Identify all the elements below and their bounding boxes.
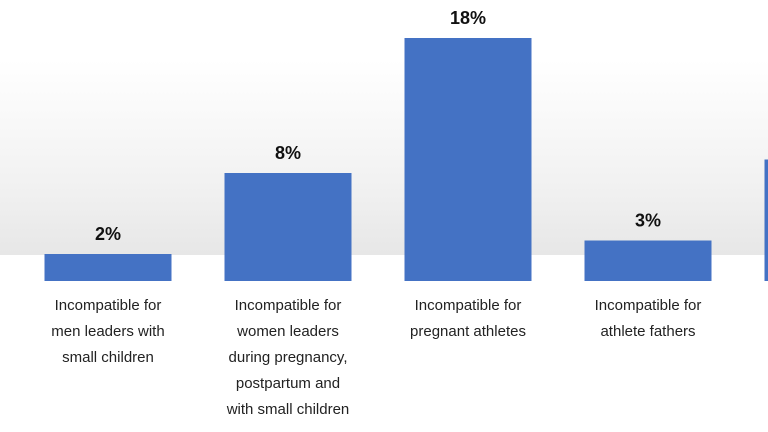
x-tick-label: Incompatible for women leaders during preg… — [226, 297, 350, 418]
x-tick-label: Incompatible for men leaders with small ch… — [51, 297, 164, 366]
value-label: 8% — [275, 143, 301, 163]
bar — [44, 254, 172, 281]
x-tick-label: Incompatible for pregnant athletes — [410, 297, 526, 340]
bar — [404, 38, 532, 281]
x-tick-label: Incompatible for athlete fathers — [595, 297, 702, 340]
bar — [584, 240, 712, 281]
bar — [764, 159, 768, 281]
plot-area: 2% Incompatible for men leaders with small … — [44, 8, 768, 418]
background — [0, 255, 768, 432]
background-gradient — [0, 60, 768, 260]
bar — [224, 173, 352, 281]
value-label: 18% — [450, 8, 486, 28]
value-label: 3% — [635, 210, 661, 230]
value-label: 2% — [95, 224, 121, 244]
